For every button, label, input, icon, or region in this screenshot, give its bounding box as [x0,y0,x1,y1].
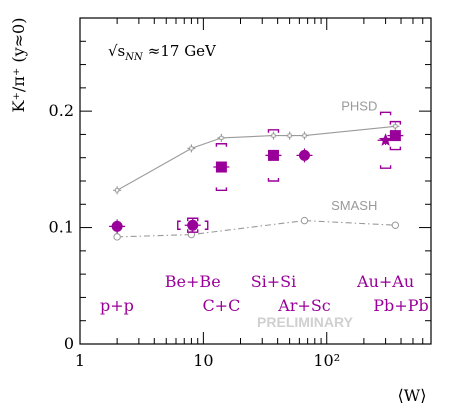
data-point-si-si [265,129,282,182]
x-axis-label: ⟨W⟩ [398,386,427,405]
series-label-phsd: PHSD [341,98,377,113]
data-point-p-p [109,219,126,234]
series-line-smash [117,220,396,238]
series-marker-phsd [285,131,294,140]
series-marker-phsd [300,131,309,140]
energy-label-subscript: NN [124,52,144,63]
energy-label: √sNN ≈17 GeV [108,42,217,63]
system-label: Pb+Pb [373,296,428,315]
x-tick-label: 10² [313,351,340,370]
data-point-pb-pb [387,120,404,151]
system-label: Au+Au [356,272,414,291]
series-marker-smash [187,230,196,239]
system-label: Si+Si [251,272,297,291]
series-marker-phsd [187,144,196,153]
data-point-ar-sc [296,148,313,163]
x-tick-label: 10 [193,351,213,370]
series-marker-phsd [113,186,122,195]
data-point-c-c [213,143,230,192]
series-marker-smash [300,216,309,225]
energy-label-value: ≈17 GeV [148,42,217,60]
system-label: p+p [100,296,134,315]
system-label: Be+Be [165,272,221,291]
x-tick-label: 1 [75,351,85,370]
series-marker-phsd [269,131,278,140]
watermark: PRELIMINARY [257,314,354,330]
system-label: C+C [202,296,240,315]
energy-label-sqrt: √s [108,42,125,60]
series-label-smash: SMASH [331,198,377,213]
y-tick-label: 0.1 [49,218,74,237]
data-point-be-be [177,217,209,233]
series-marker-phsd [217,133,226,142]
y-tick-label: 0.2 [49,101,74,120]
series-line-phsd [116,125,396,191]
series-marker-phsd [391,122,400,131]
system-label: Ar+Sc [277,296,331,315]
y-axis-label: K⁺/π⁺ (y≈0) [9,18,28,113]
series-marker-smash [113,233,121,241]
y-tick-label: 0 [64,334,74,353]
series-marker-smash [391,221,400,229]
